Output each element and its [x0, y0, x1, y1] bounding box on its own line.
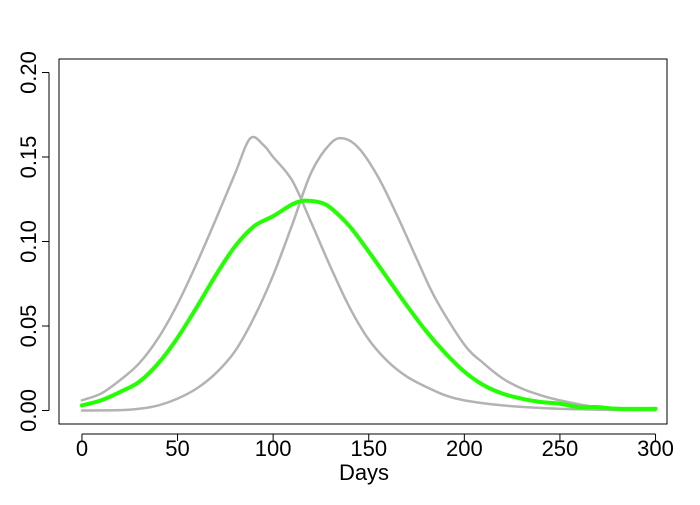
x-tick-label: 200 [446, 436, 483, 461]
x-tick-label: 50 [165, 436, 189, 461]
plot-frame [58, 58, 668, 425]
plot-area: 0 50 100 150 200 250 300 0.00 0.05 0.10 0.15 0.20 [16, 51, 674, 461]
x-axis-label: Days [339, 460, 389, 485]
x-tick-label: 150 [350, 436, 387, 461]
y-tick-label: 0.05 [16, 305, 41, 348]
x-tick-label: 300 [637, 436, 674, 461]
series-line-1 [80, 135, 657, 412]
x-tick-label: 250 [542, 436, 579, 461]
x-tick-label: 0 [76, 436, 88, 461]
y-tick-label: 0.20 [16, 51, 41, 94]
y-tick-label: 0.00 [16, 389, 41, 432]
series-line-3 [79, 198, 658, 411]
series-line-2 [80, 136, 657, 412]
y-tick-label: 0.10 [16, 220, 41, 263]
x-tick-label: 100 [255, 436, 292, 461]
y-tick-label: 0.15 [16, 136, 41, 179]
